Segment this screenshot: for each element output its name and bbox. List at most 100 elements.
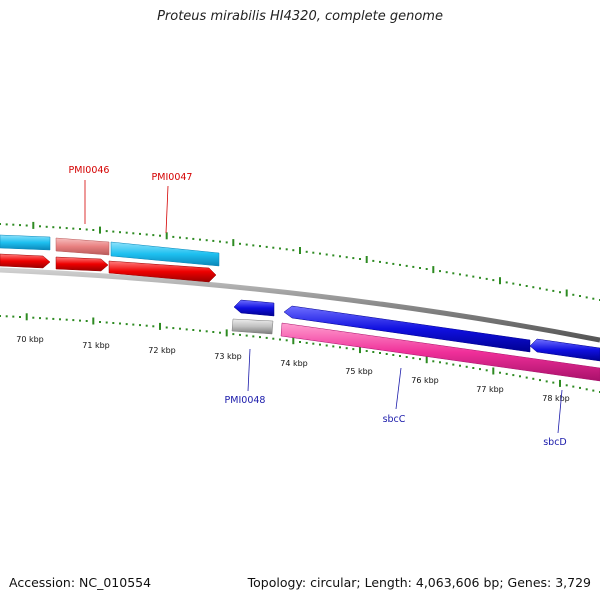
outer-tick bbox=[139, 232, 141, 235]
inner-tick bbox=[259, 336, 261, 339]
scale-label: 73 kbp bbox=[214, 352, 242, 361]
inner-tick bbox=[92, 317, 95, 325]
inner-tick bbox=[32, 316, 35, 319]
inner-tick bbox=[112, 322, 115, 324]
outer-tick bbox=[119, 231, 121, 234]
outer-tick bbox=[12, 223, 15, 226]
outer-tick bbox=[332, 254, 335, 257]
outer-tick bbox=[345, 256, 348, 259]
gene-sbcc-ring[interactable] bbox=[280, 322, 600, 382]
outer-tick bbox=[372, 259, 375, 262]
outer-tick bbox=[292, 249, 295, 252]
outer-tick bbox=[445, 271, 448, 274]
inner-tick bbox=[25, 313, 28, 321]
gene-label-sbcd[interactable]: sbcD bbox=[543, 437, 567, 448]
inner-tick bbox=[445, 362, 448, 365]
outer-tick bbox=[285, 248, 288, 251]
outer-tick bbox=[412, 265, 415, 268]
inner-tick bbox=[105, 321, 108, 324]
inner-tick bbox=[59, 318, 61, 321]
outer-tick bbox=[179, 236, 181, 239]
gene-forward-red-1[interactable] bbox=[0, 253, 51, 269]
outer-tick bbox=[212, 239, 215, 242]
outer-tick bbox=[152, 234, 155, 237]
outer-tick bbox=[452, 272, 455, 275]
outer-tick bbox=[252, 244, 255, 247]
outer-tick bbox=[325, 253, 328, 256]
inner-tick bbox=[365, 350, 368, 352]
outer-tick bbox=[272, 246, 275, 249]
inner-tick bbox=[179, 327, 181, 330]
outer-tick bbox=[185, 237, 188, 240]
outer-tick bbox=[379, 260, 381, 263]
inner-tick bbox=[172, 327, 175, 330]
outer-tick bbox=[112, 230, 115, 233]
inner-tick bbox=[579, 386, 581, 389]
inner-tick bbox=[185, 328, 188, 331]
inner-tick bbox=[545, 380, 548, 383]
outer-tick bbox=[319, 252, 321, 255]
outer-tick bbox=[65, 227, 68, 230]
outer-tick bbox=[312, 251, 315, 254]
leader-pmi0048 bbox=[247, 348, 251, 392]
outer-tick bbox=[0, 223, 1, 225]
outer-tick bbox=[225, 241, 228, 244]
outer-tick bbox=[39, 225, 41, 228]
outer-tick bbox=[339, 255, 341, 258]
leader-sbcd bbox=[557, 389, 563, 434]
inner-tick bbox=[332, 345, 335, 348]
inner-tick bbox=[5, 315, 8, 318]
inner-tick bbox=[339, 346, 341, 349]
inner-tick bbox=[559, 379, 561, 387]
outer-tick bbox=[85, 228, 88, 231]
outer-tick bbox=[172, 235, 175, 238]
outer-tick bbox=[559, 291, 561, 294]
inner-tick bbox=[272, 337, 275, 340]
scale-labels: 70 kbp 71 kbp 72 kbp 73 kbp 74 kbp 75 kb… bbox=[16, 335, 570, 403]
gene-pmi0047[interactable] bbox=[108, 260, 217, 283]
inner-tick bbox=[65, 318, 68, 321]
inner-tick bbox=[352, 348, 355, 351]
gene-pmi0048[interactable] bbox=[233, 299, 275, 317]
gene-pmi0047-ring[interactable] bbox=[110, 241, 220, 267]
inner-tick bbox=[392, 354, 395, 356]
outer-tick bbox=[159, 234, 161, 237]
inner-tick bbox=[265, 336, 268, 339]
outer-tick bbox=[99, 226, 101, 234]
scale-label: 75 kbp bbox=[345, 367, 373, 376]
scale-label: 72 kbp bbox=[148, 346, 176, 355]
outer-tick bbox=[259, 245, 261, 248]
inner-tick bbox=[199, 329, 201, 332]
inner-tick bbox=[385, 353, 388, 355]
gene-label-pmi0047[interactable]: PMI0047 bbox=[152, 172, 193, 183]
gene-label-pmi0046[interactable]: PMI0046 bbox=[69, 165, 110, 176]
outer-tick bbox=[479, 276, 481, 279]
outer-tick bbox=[592, 297, 595, 300]
gene-forward-cyan[interactable] bbox=[0, 234, 51, 251]
outer-tick bbox=[32, 221, 35, 229]
outer-tick-track bbox=[0, 221, 600, 301]
inner-tick bbox=[585, 388, 588, 391]
gene-pmi0048-ring[interactable] bbox=[231, 318, 274, 335]
scale-label: 76 kbp bbox=[411, 376, 439, 385]
outer-tick bbox=[519, 283, 521, 286]
gene-sbcd[interactable] bbox=[529, 338, 600, 362]
outer-tick bbox=[305, 250, 308, 253]
inner-tick bbox=[452, 363, 455, 366]
map-title: Proteus mirabilis HI4320, complete genom… bbox=[157, 9, 443, 24]
scale-label: 78 kbp bbox=[542, 394, 570, 403]
outer-tick bbox=[545, 288, 548, 291]
outer-tick bbox=[439, 270, 441, 273]
outer-tick bbox=[219, 240, 221, 243]
scale-label: 70 kbp bbox=[16, 335, 44, 344]
gene-pmi0046[interactable] bbox=[55, 256, 109, 272]
gene-pmi0046-ring[interactable] bbox=[55, 237, 110, 256]
gene-label-sbcc[interactable]: sbcC bbox=[383, 414, 406, 425]
gene-label-pmi0048[interactable]: PMI0048 bbox=[225, 395, 266, 406]
inner-tick bbox=[232, 333, 235, 336]
inner-tick bbox=[319, 343, 321, 346]
inner-tick bbox=[12, 315, 15, 318]
inner-tick bbox=[399, 355, 401, 357]
outer-tick bbox=[299, 247, 301, 254]
inner-tick bbox=[152, 325, 155, 328]
